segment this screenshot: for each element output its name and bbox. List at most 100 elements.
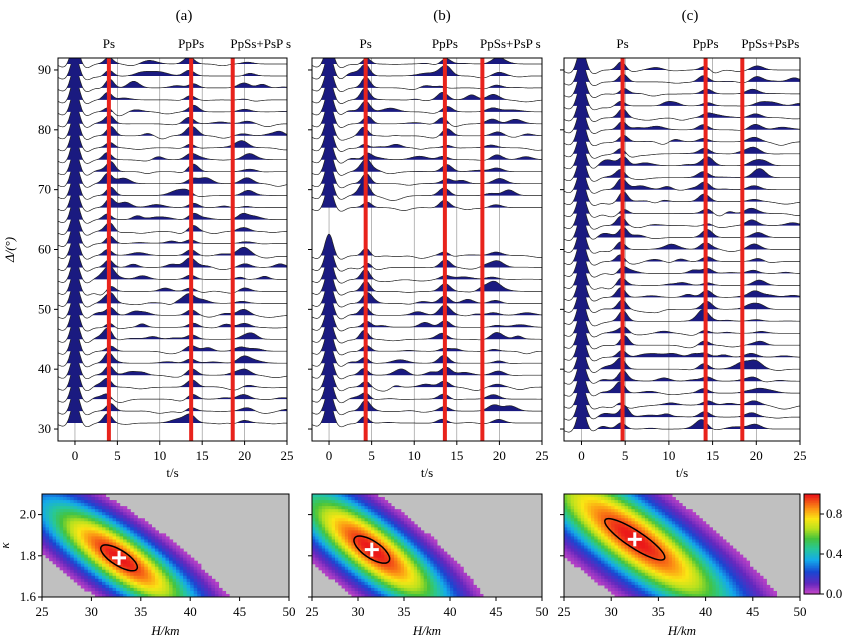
trace-fill: [58, 186, 287, 208]
hk-cell: [331, 560, 336, 565]
hk-cell: [328, 494, 333, 498]
hk-cell: [417, 572, 422, 577]
hk-cell: [364, 590, 369, 595]
hk-cell: [158, 566, 163, 571]
hk-cell: [381, 530, 385, 534]
hk-cell: [567, 557, 572, 562]
hk-cell: [453, 578, 458, 583]
hk-cell: [354, 581, 359, 586]
hk-cell: [140, 521, 145, 525]
hk-cell: [400, 581, 405, 586]
hk-cell: [66, 521, 71, 525]
hk-cell: [628, 587, 633, 592]
hk-cell: [450, 563, 454, 568]
hk-cell: [564, 551, 568, 556]
hk-cell: [351, 533, 356, 538]
hk-cell: [404, 539, 408, 544]
x-tick-label: 0: [578, 448, 585, 463]
hk-cell: [87, 575, 92, 580]
hk-cell: [604, 509, 609, 513]
hk-cell: [430, 578, 435, 583]
hk-cell: [580, 560, 585, 565]
hk-cell: [374, 533, 379, 538]
hk-cell: [705, 572, 710, 577]
hk-cell: [607, 557, 612, 562]
hk-cell: [624, 566, 629, 571]
hk-cell: [315, 518, 320, 522]
hk-cell: [631, 581, 636, 586]
hk-cell: [351, 509, 356, 513]
hk-cell: [387, 545, 392, 550]
trace-fill: [312, 66, 542, 88]
hk-cell: [364, 575, 369, 580]
hk-cell: [634, 545, 639, 550]
trace-line: [564, 298, 800, 327]
hk-cell: [338, 575, 343, 580]
hk-cell: [123, 512, 128, 516]
hk-cell: [688, 557, 693, 562]
hk-cell: [634, 557, 639, 562]
hk-cell: [151, 563, 156, 568]
hk-cell: [587, 497, 592, 501]
hk-cell: [617, 509, 622, 513]
hk-cell: [91, 497, 96, 501]
hk-cell: [328, 548, 333, 553]
hk-cell: [351, 527, 356, 531]
hk-cell: [621, 581, 626, 586]
hk-cell: [752, 590, 757, 595]
hk-cell: [695, 551, 700, 556]
hk-cell: [407, 551, 412, 556]
hk-cell: [351, 506, 356, 510]
hk-cell: [354, 575, 359, 580]
hk-cell: [668, 512, 673, 516]
hk-cell: [651, 509, 656, 513]
colorbar-swatch: [804, 504, 820, 507]
y-tick-label: 30: [38, 421, 51, 436]
hk-cell: [384, 518, 389, 522]
hk-cell: [463, 584, 468, 589]
hk-cell: [742, 557, 747, 562]
hk-cell: [105, 530, 110, 534]
hk-cell: [112, 566, 117, 571]
hk-cell: [614, 590, 619, 595]
hk-cell: [675, 533, 680, 538]
hk-cell: [436, 566, 441, 571]
hk-cell: [671, 545, 676, 550]
hk-cell: [587, 506, 592, 510]
hk-cell: [321, 539, 326, 544]
hk-cell: [384, 584, 389, 589]
hk-cell: [708, 569, 713, 574]
hk-cell: [52, 524, 57, 528]
hk-cell: [364, 512, 369, 516]
hk-cell: [641, 566, 646, 571]
hk-cell: [42, 506, 47, 510]
hk-cell: [756, 572, 761, 577]
hk-cell: [705, 551, 710, 556]
hk-cell: [147, 581, 152, 586]
hk-cell: [597, 581, 602, 586]
hk-cell: [594, 497, 599, 501]
hk-cell: [312, 542, 316, 547]
hk-cell: [580, 530, 585, 534]
hk-cell: [668, 548, 673, 553]
hk-cell: [87, 530, 92, 534]
hk-cell: [698, 548, 703, 553]
hk-cell: [348, 584, 353, 589]
hk-cell: [98, 539, 103, 544]
hk-cell: [183, 593, 188, 597]
hk-cell: [77, 560, 82, 565]
hk-cell: [564, 518, 568, 522]
hk-cell: [91, 515, 96, 519]
hk-cell: [381, 578, 385, 583]
hk-cell: [621, 524, 626, 528]
hk-cell: [685, 509, 690, 513]
hk-cell: [344, 518, 349, 522]
hk-cell: [190, 584, 195, 589]
hk-cell: [147, 530, 152, 534]
hk-cell: [607, 536, 612, 541]
hk-cell: [312, 524, 316, 528]
hk-cell: [678, 542, 683, 547]
hk-cell: [695, 554, 700, 559]
hk-cell: [98, 533, 103, 538]
hk-cell: [318, 539, 323, 544]
